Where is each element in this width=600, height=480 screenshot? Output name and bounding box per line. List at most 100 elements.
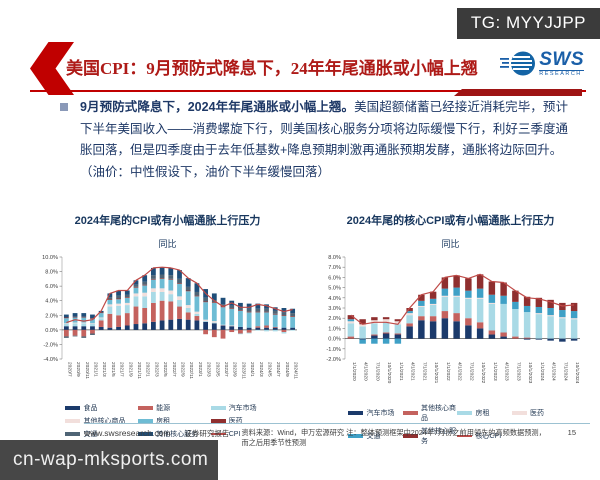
legend-swatch-icon [138, 419, 154, 423]
svg-text:2021/1: 2021/1 [92, 362, 98, 377]
svg-text:1/1/2020: 1/1/2020 [350, 362, 356, 381]
svg-text:4.0%: 4.0% [45, 299, 58, 305]
legend-label: 房租 [475, 410, 490, 417]
oil-price-note: （油价：中性假设下，油价下半年缓慢回落） [80, 164, 331, 179]
svg-text:10/1/2024: 10/1/2024 [574, 362, 580, 384]
svg-text:2024/5: 2024/5 [266, 362, 272, 377]
legend-swatch-icon [210, 406, 226, 410]
svg-text:3.0%: 3.0% [328, 306, 341, 312]
svg-text:2023/9: 2023/9 [231, 362, 237, 377]
legend-swatch-icon [348, 434, 364, 438]
legend-item: 其他核心服务 [402, 426, 458, 446]
svg-text:2022/3: 2022/3 [153, 362, 159, 377]
svg-text:0.0%: 0.0% [45, 328, 58, 334]
svg-text:4.0%: 4.0% [328, 296, 341, 302]
legend-item: 其他核心商品 [65, 416, 138, 426]
legend-label: 其他核心商品 [420, 405, 456, 422]
svg-text:2022/1: 2022/1 [144, 362, 150, 377]
footer-website: www.swsresearch.com [84, 427, 171, 438]
logo-text: SWS [539, 49, 584, 70]
header-accent-bar [454, 89, 582, 96]
legend-swatch-icon [457, 411, 473, 415]
legend-label: 其他核心商品 [83, 418, 126, 425]
legend-swatch-icon [457, 435, 473, 437]
charts-row: 2024年尾的CPI或有小幅通胀上行压力 同比 -4.0% -2.0% 0.0% 2.… [26, 212, 592, 449]
svg-text:2024/1: 2024/1 [249, 362, 255, 377]
legend-label: 交通 [366, 433, 381, 440]
legend-item: 医药 [210, 416, 284, 426]
svg-text:2021/9: 2021/9 [127, 362, 133, 377]
svg-text:7.0%: 7.0% [328, 265, 341, 271]
footer-report-type: 证券研究报告 [184, 428, 230, 438]
logo-subtext: RESEARCH [539, 70, 584, 78]
legend-label: 能源 [156, 405, 171, 412]
legend-swatch-icon [402, 411, 418, 415]
cpi-chart-unit-label: 同比 [158, 239, 177, 249]
legend-label: 食品 [83, 405, 98, 412]
svg-text:7/1/2020: 7/1/2020 [374, 362, 380, 381]
legend-item: 医药 [511, 403, 567, 423]
core-cpi-chart: 2024年尾的核心CPI或有小幅通胀上行压力 同比 -2.0% -1.0% 0.0%… [309, 212, 592, 449]
legend-swatch-icon [65, 419, 81, 423]
svg-text:7/1/2023: 7/1/2023 [515, 362, 521, 381]
legend-item: 汽车市场 [210, 403, 284, 413]
legend-item: 交通 [348, 426, 403, 446]
svg-text:2021/11: 2021/11 [136, 362, 142, 379]
legend-label: 核心CPI [475, 433, 502, 440]
legend-label: 汽车市场 [366, 410, 395, 417]
core-cpi-chart-unit-label: 同比 [441, 239, 460, 249]
svg-text:2.0%: 2.0% [45, 313, 58, 319]
legend-label: 其他核心服务 [156, 431, 199, 438]
svg-text:2023/11: 2023/11 [240, 362, 246, 379]
legend-swatch-icon [138, 406, 154, 410]
svg-text:4/1/2022: 4/1/2022 [456, 362, 462, 381]
svg-text:-1.0%: -1.0% [326, 347, 341, 353]
legend-swatch-icon [210, 419, 226, 423]
svg-text:2023/1: 2023/1 [196, 362, 202, 377]
core-cpi-chart-legend: 汽车市场 其他核心商品 房租 医药交通 其他核心服务 核心CPI [334, 403, 566, 449]
legend-swatch-icon [511, 411, 527, 415]
legend-swatch-icon [348, 411, 364, 415]
sws-logo: SWS RESEARCH [500, 50, 584, 78]
legend-swatch-icon [138, 432, 154, 436]
svg-text:1/1/2022: 1/1/2022 [444, 362, 450, 381]
svg-text:8.0%: 8.0% [328, 255, 341, 261]
sws-globe-icon [500, 51, 536, 76]
bullet-square-icon [60, 103, 68, 111]
legend-item: 汽车市场 [348, 403, 403, 423]
svg-text:10/1/2022: 10/1/2022 [480, 362, 486, 384]
legend-item: 能源 [138, 403, 211, 413]
svg-text:2020/9: 2020/9 [75, 362, 81, 377]
watermark-overlay: cn-wap-mksports.com [0, 440, 218, 480]
legend-label: 医药 [228, 418, 243, 425]
svg-text:10/1/2021: 10/1/2021 [433, 362, 439, 384]
legend-item: 其他核心商品 [402, 403, 458, 423]
summary-paragraph: 9月预防式降息下，2024年年尾通胀或小幅上翘。美国超额储蓄已经接近消耗完毕，预… [60, 97, 568, 183]
summary-rest: 美国超额储蓄已经接近消耗完毕，预计下半年美国收入——消费螺旋下行，则美国核心服务… [80, 100, 568, 157]
svg-text:6.0%: 6.0% [328, 275, 341, 281]
svg-text:5.0%: 5.0% [328, 286, 341, 292]
svg-text:1/1/2023: 1/1/2023 [491, 362, 497, 381]
legend-item: 房租 [138, 416, 211, 426]
svg-text:1.0%: 1.0% [328, 326, 341, 332]
legend-swatch-icon [65, 406, 81, 410]
legend-swatch-icon [402, 434, 418, 438]
svg-text:7/1/2021: 7/1/2021 [421, 362, 427, 381]
svg-text:2021/7: 2021/7 [118, 362, 124, 377]
svg-text:1/1/2021: 1/1/2021 [397, 362, 403, 381]
legend-item: 核心CPI [457, 426, 512, 446]
svg-text:8.0%: 8.0% [45, 270, 58, 276]
svg-text:2024/11: 2024/11 [292, 362, 298, 379]
core-cpi-chart-title: 2024年尾的核心CPI或有小幅通胀上行压力 [346, 215, 555, 227]
svg-text:2020/7: 2020/7 [66, 362, 72, 377]
legend-item: 其他核心服务 [138, 429, 211, 439]
svg-text:4/1/2020: 4/1/2020 [362, 362, 368, 381]
legend-item: CPI [210, 429, 284, 439]
svg-text:2022/9: 2022/9 [179, 362, 185, 377]
core-cpi-chart-plot: -2.0% -1.0% 0.0% 1.0% 2.0% 3.0% 4.0% 5.0% 6.0% 7.… [326, 255, 580, 384]
svg-text:10/1/2020: 10/1/2020 [386, 362, 392, 384]
legend-label: CPI [228, 430, 241, 438]
svg-text:4/1/2021: 4/1/2021 [409, 362, 415, 381]
svg-text:2023/5: 2023/5 [214, 362, 220, 377]
legend-label: 交通 [83, 431, 98, 438]
